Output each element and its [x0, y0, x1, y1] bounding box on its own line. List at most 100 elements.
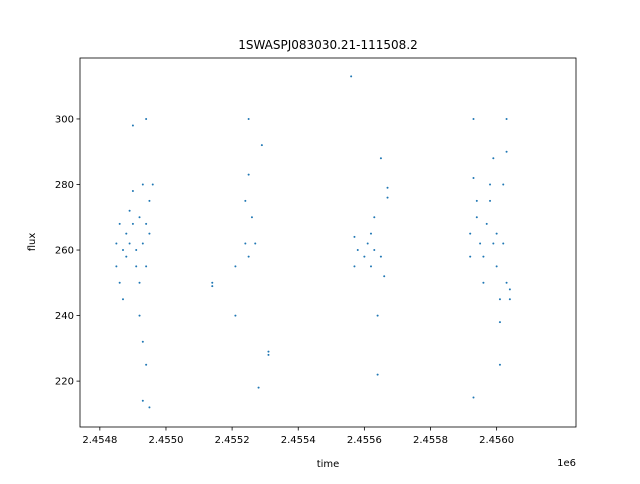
point — [115, 265, 118, 268]
x-tick-label: 2.4552 — [215, 435, 250, 446]
point — [145, 222, 148, 225]
point — [118, 222, 121, 225]
point — [141, 242, 144, 245]
point — [115, 242, 118, 245]
point — [138, 216, 141, 219]
point — [482, 281, 485, 284]
point — [472, 396, 475, 399]
point — [508, 298, 511, 301]
point — [353, 235, 356, 238]
x-tick-label: 2.4548 — [82, 435, 117, 446]
point — [254, 242, 257, 245]
x-tick-label: 2.4558 — [413, 435, 448, 446]
point — [244, 199, 247, 202]
point — [244, 242, 247, 245]
point — [151, 183, 154, 186]
x-tick-label: 2.4550 — [148, 435, 183, 446]
point — [141, 340, 144, 343]
y-axis-label: flux — [27, 233, 38, 252]
point — [141, 399, 144, 402]
point — [498, 298, 501, 301]
point — [128, 242, 131, 245]
point — [376, 373, 379, 376]
point — [257, 386, 260, 389]
point — [234, 265, 237, 268]
x-tick-label: 2.4556 — [347, 435, 382, 446]
y-tick-label: 260 — [55, 246, 74, 257]
y-tick-label: 280 — [55, 180, 74, 191]
point — [472, 117, 475, 120]
point — [267, 350, 270, 353]
point — [135, 265, 138, 268]
x-tick-label: 2.4554 — [281, 435, 316, 446]
point — [369, 232, 372, 235]
point — [247, 173, 250, 176]
point — [234, 314, 237, 317]
point — [267, 353, 270, 356]
point — [489, 199, 492, 202]
point — [373, 216, 376, 219]
point — [369, 265, 372, 268]
point — [495, 232, 498, 235]
point — [386, 196, 389, 199]
point — [489, 183, 492, 186]
point — [498, 321, 501, 324]
point — [247, 117, 250, 120]
x-offset-label: 1e6 — [557, 458, 576, 469]
point — [386, 186, 389, 189]
axes-frame — [79, 57, 577, 428]
point — [508, 288, 511, 291]
point — [118, 281, 121, 284]
point — [505, 281, 508, 284]
point — [502, 183, 505, 186]
point — [141, 183, 144, 186]
point — [373, 249, 376, 252]
point — [479, 242, 482, 245]
point — [145, 265, 148, 268]
point — [495, 265, 498, 268]
point — [356, 249, 359, 252]
y-tick-label: 220 — [55, 377, 74, 388]
point — [498, 363, 501, 366]
point — [366, 242, 369, 245]
point — [475, 216, 478, 219]
point — [350, 75, 353, 78]
chart-title: 1SWASPJ083030.21-111508.2 — [238, 38, 418, 52]
point — [379, 157, 382, 160]
x-tick-label: 2.4560 — [479, 435, 514, 446]
x-axis-label: time — [317, 459, 340, 470]
point — [125, 255, 128, 258]
point — [148, 199, 151, 202]
point — [138, 281, 141, 284]
point — [138, 314, 141, 317]
point — [475, 199, 478, 202]
point — [485, 222, 488, 225]
point — [492, 242, 495, 245]
point — [505, 150, 508, 153]
point — [383, 275, 386, 278]
point — [492, 157, 495, 160]
point — [363, 255, 366, 258]
point — [469, 232, 472, 235]
point — [247, 255, 250, 258]
point — [145, 363, 148, 366]
point — [260, 144, 263, 147]
point — [211, 285, 214, 288]
point — [482, 255, 485, 258]
point — [469, 255, 472, 258]
point — [121, 298, 124, 301]
point — [121, 249, 124, 252]
y-tick-label: 240 — [55, 311, 74, 322]
point — [376, 314, 379, 317]
point — [379, 255, 382, 258]
point — [353, 265, 356, 268]
point — [135, 249, 138, 252]
point — [505, 117, 508, 120]
point — [131, 124, 134, 127]
point — [128, 209, 131, 212]
point — [250, 216, 253, 219]
point — [502, 242, 505, 245]
point — [472, 176, 475, 179]
